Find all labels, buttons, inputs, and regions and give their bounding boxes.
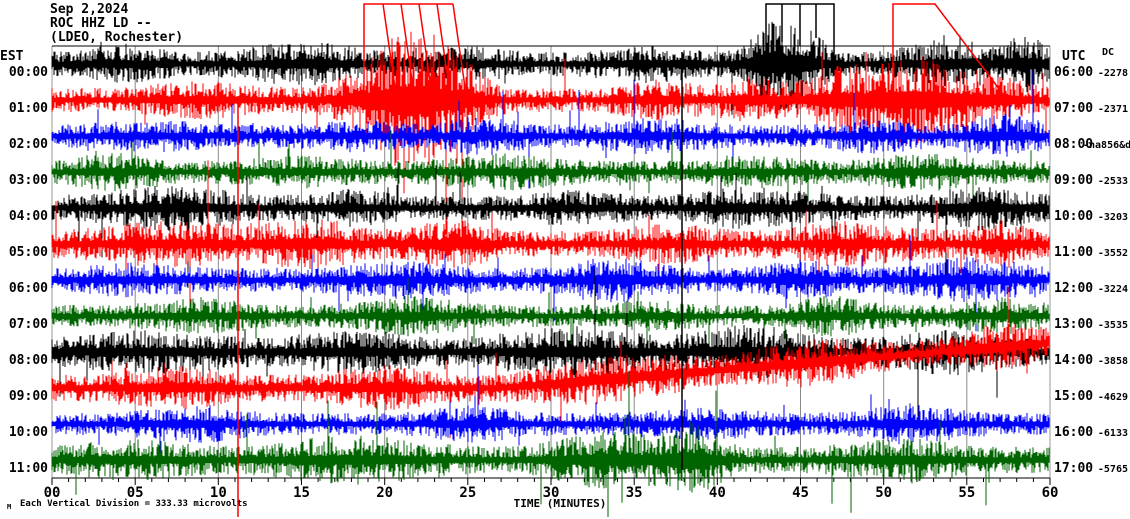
trace-row-08:00 bbox=[51, 269, 1050, 431]
x-tick-label: 15 bbox=[293, 485, 310, 501]
dc-value: -3203 bbox=[1097, 212, 1128, 223]
trace-row-04:00 bbox=[51, 165, 1050, 288]
dc-value: -3224 bbox=[1097, 284, 1128, 295]
utc-time-label: 06:00 bbox=[1054, 65, 1094, 80]
dc-value: -6133 bbox=[1097, 428, 1128, 439]
trace-row-02:00 bbox=[51, 69, 1050, 189]
est-time-label: 04:00 bbox=[8, 209, 48, 224]
utc-time-label: 17:00 bbox=[1054, 461, 1094, 476]
utc-time-label: 14:00 bbox=[1054, 353, 1094, 368]
est-time-label: 07:00 bbox=[8, 317, 48, 332]
utc-axis-label: UTC bbox=[1062, 49, 1086, 64]
x-tick-label: 55 bbox=[958, 485, 976, 501]
clipped-excursion bbox=[400, 3, 418, 116]
station-location: (LDEO, Rochester) bbox=[50, 30, 184, 45]
est-time-label: 03:00 bbox=[8, 173, 48, 188]
utc-time-label: 09:00 bbox=[1054, 173, 1094, 188]
x-tick-label: 60 bbox=[1041, 485, 1059, 501]
clipped-excursion bbox=[436, 3, 454, 116]
x-tick-label: 20 bbox=[376, 485, 394, 501]
est-time-label: 00:00 bbox=[8, 65, 48, 80]
x-tick-label: 50 bbox=[875, 485, 893, 501]
dc-value: -2371 bbox=[1097, 104, 1128, 115]
dc-value: -na856&d bbox=[1083, 140, 1130, 151]
dc-value: -2533 bbox=[1097, 176, 1128, 187]
utc-time-label: 08:00 bbox=[1054, 137, 1094, 152]
dc-column-label: DC bbox=[1102, 47, 1115, 58]
clipped-excursion bbox=[765, 3, 835, 60]
clipped-excursion bbox=[452, 3, 470, 116]
header-date: Sep 2,2024 bbox=[50, 2, 129, 17]
trace-row-05:00 bbox=[51, 160, 1050, 321]
x-tick-label: 40 bbox=[708, 485, 726, 501]
trace-row-09:00 bbox=[51, 287, 1050, 439]
est-time-label: 08:00 bbox=[8, 353, 48, 368]
scale-note: Each Vertical Division = 333.33 microvol… bbox=[20, 499, 248, 509]
dc-value: -5765 bbox=[1097, 464, 1128, 475]
utc-time-label: 11:00 bbox=[1054, 245, 1094, 260]
clipped-excursion bbox=[892, 3, 1013, 120]
utc-time-label: 07:00 bbox=[1054, 101, 1094, 116]
trace-row-10:00 bbox=[51, 365, 1050, 467]
utc-time-label: 15:00 bbox=[1054, 389, 1094, 404]
est-time-label: 06:00 bbox=[8, 281, 48, 296]
x-axis-title: TIME (MINUTES) bbox=[513, 497, 607, 510]
est-time-label: 10:00 bbox=[8, 425, 48, 440]
utc-time-label: 13:00 bbox=[1054, 317, 1094, 332]
est-time-label: 02:00 bbox=[8, 137, 48, 152]
station-id: ROC HHZ LD -- bbox=[50, 16, 152, 31]
clipped-excursion bbox=[382, 3, 400, 116]
clipped-excursion bbox=[418, 3, 436, 116]
trace-row-07:00 bbox=[51, 278, 1050, 355]
dc-value: -3858 bbox=[1097, 356, 1128, 367]
est-time-label: 01:00 bbox=[8, 101, 48, 116]
dc-value: -3535 bbox=[1097, 320, 1128, 331]
dc-value: -4629 bbox=[1097, 392, 1128, 403]
dc-value: -2278 bbox=[1097, 68, 1128, 79]
est-time-label: 05:00 bbox=[8, 245, 48, 260]
utc-time-label: 16:00 bbox=[1054, 425, 1094, 440]
corner-mark: M bbox=[7, 503, 12, 511]
est-time-label: 09:00 bbox=[8, 389, 48, 404]
clipped-excursion bbox=[363, 3, 453, 110]
trace-row-03:00 bbox=[51, 131, 1050, 209]
utc-time-label: 12:00 bbox=[1054, 281, 1094, 296]
trace-row-00:00 bbox=[51, 21, 1050, 115]
trace-row-06:00 bbox=[51, 235, 1050, 332]
est-axis-label: EST bbox=[0, 49, 24, 64]
dc-value: -3552 bbox=[1097, 248, 1128, 259]
x-tick-label: 45 bbox=[792, 485, 809, 501]
utc-time-label: 10:00 bbox=[1054, 209, 1094, 224]
est-time-label: 11:00 bbox=[8, 461, 48, 476]
trace-row-01:00 bbox=[51, 31, 1050, 237]
